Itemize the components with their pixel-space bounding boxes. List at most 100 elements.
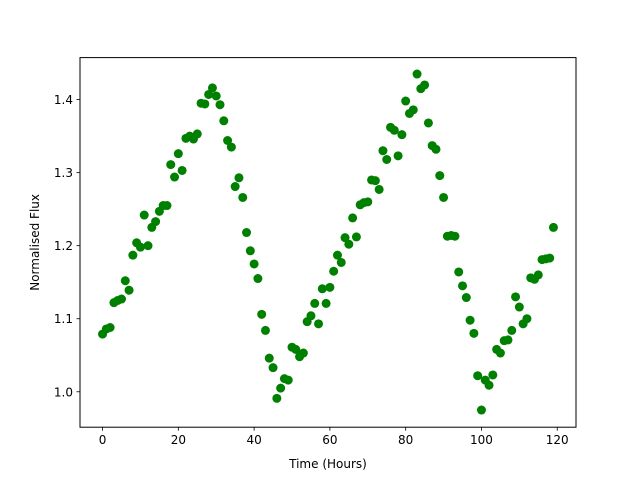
y-axis-ticks: 1.0 1.1 1.2 1.3 1.4 bbox=[54, 93, 80, 399]
data-point bbox=[166, 160, 176, 170]
data-point bbox=[230, 182, 240, 192]
data-point bbox=[170, 172, 180, 182]
data-point bbox=[389, 125, 399, 135]
data-point bbox=[151, 217, 161, 227]
data-point bbox=[211, 91, 221, 101]
data-point bbox=[249, 259, 259, 269]
data-point bbox=[348, 213, 358, 223]
data-point bbox=[332, 250, 342, 260]
data-point bbox=[226, 142, 236, 152]
data-point bbox=[370, 176, 380, 186]
data-point bbox=[238, 192, 248, 202]
data-point bbox=[128, 250, 138, 260]
data-point bbox=[223, 136, 233, 146]
data-point bbox=[283, 375, 293, 385]
y-tick-label: 1.4 bbox=[54, 93, 73, 107]
y-tick-label: 1.0 bbox=[54, 385, 73, 399]
data-point bbox=[162, 201, 172, 211]
data-points bbox=[98, 69, 558, 415]
data-point bbox=[298, 348, 308, 358]
data-point bbox=[420, 80, 430, 90]
data-point bbox=[488, 370, 498, 380]
data-point bbox=[412, 69, 422, 79]
data-point bbox=[234, 173, 244, 183]
data-point bbox=[257, 309, 267, 319]
x-tick-label: 120 bbox=[546, 433, 569, 447]
data-point bbox=[473, 371, 483, 381]
y-tick-label: 1.2 bbox=[54, 239, 73, 253]
data-point bbox=[393, 151, 403, 161]
data-point bbox=[325, 282, 335, 292]
data-point bbox=[329, 266, 339, 276]
data-point bbox=[242, 228, 252, 238]
data-point bbox=[382, 154, 392, 164]
data-point bbox=[476, 405, 486, 415]
data-point bbox=[219, 116, 229, 126]
data-point bbox=[135, 242, 145, 252]
x-tick-label: 0 bbox=[99, 433, 107, 447]
data-point bbox=[272, 393, 282, 403]
data-point bbox=[177, 165, 187, 175]
data-point bbox=[143, 241, 153, 251]
data-point bbox=[484, 380, 494, 390]
x-tick-label: 20 bbox=[171, 433, 186, 447]
plot-frame bbox=[79, 57, 577, 428]
data-point bbox=[423, 118, 433, 128]
data-point bbox=[314, 319, 324, 329]
data-point bbox=[253, 274, 263, 284]
data-point bbox=[264, 353, 274, 363]
data-point bbox=[192, 129, 202, 139]
data-point bbox=[458, 281, 468, 291]
data-point bbox=[439, 192, 449, 202]
data-point bbox=[397, 130, 407, 140]
data-point bbox=[340, 233, 350, 243]
data-point bbox=[306, 311, 316, 321]
x-axis-ticks: 0 20 40 60 80 100 120 bbox=[99, 427, 569, 447]
x-tick-label: 40 bbox=[246, 433, 261, 447]
data-point bbox=[522, 314, 532, 324]
data-point bbox=[431, 144, 441, 154]
data-point bbox=[204, 89, 214, 99]
data-point bbox=[116, 294, 126, 304]
data-point bbox=[245, 246, 255, 256]
data-point bbox=[344, 239, 354, 249]
data-point bbox=[461, 293, 471, 303]
data-point bbox=[336, 257, 346, 267]
data-point bbox=[435, 171, 445, 181]
y-tick-label: 1.3 bbox=[54, 166, 73, 180]
data-point bbox=[215, 100, 225, 110]
x-tick-label: 60 bbox=[322, 433, 337, 447]
data-point bbox=[450, 231, 460, 241]
data-point bbox=[465, 315, 475, 325]
data-point bbox=[200, 99, 210, 109]
data-point bbox=[351, 232, 361, 242]
y-tick-label: 1.1 bbox=[54, 312, 73, 326]
data-point bbox=[469, 328, 479, 338]
data-point bbox=[260, 325, 270, 335]
data-point bbox=[401, 96, 411, 106]
data-point bbox=[454, 267, 464, 277]
data-point bbox=[363, 197, 373, 207]
x-tick-label: 100 bbox=[470, 433, 493, 447]
data-point bbox=[105, 322, 115, 332]
data-point bbox=[317, 284, 327, 294]
y-axis-label: Normalised Flux bbox=[28, 194, 42, 291]
data-point bbox=[545, 253, 555, 263]
data-point bbox=[291, 344, 301, 354]
data-point bbox=[120, 276, 130, 286]
data-point bbox=[124, 285, 134, 295]
data-point bbox=[514, 302, 524, 312]
x-axis-label: Time (Hours) bbox=[288, 457, 367, 471]
data-point bbox=[207, 83, 217, 93]
data-point bbox=[173, 149, 183, 159]
data-point bbox=[408, 105, 418, 115]
data-point bbox=[374, 184, 384, 194]
data-point bbox=[139, 210, 149, 220]
data-point bbox=[503, 335, 513, 345]
data-point bbox=[548, 222, 558, 232]
x-tick-label: 80 bbox=[398, 433, 413, 447]
data-point bbox=[321, 298, 331, 308]
data-point bbox=[511, 292, 521, 302]
